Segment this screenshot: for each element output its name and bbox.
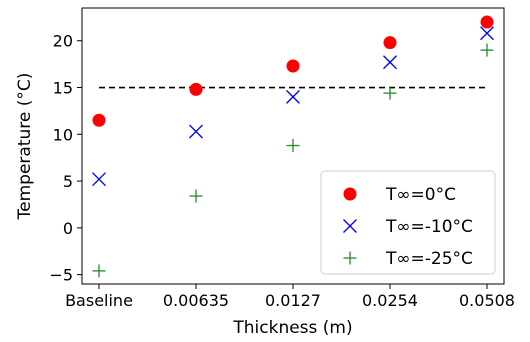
y-tick-label: −5 (49, 266, 73, 285)
y-tick-label: 0 (63, 219, 73, 238)
data-point-series-1 (92, 113, 106, 127)
y-tick-label: 10 (53, 125, 73, 144)
data-point-series-1 (286, 59, 300, 73)
y-tick-label: 5 (63, 172, 73, 191)
x-tick-label: 0.0254 (362, 291, 418, 310)
data-point-series-2 (286, 89, 300, 104)
x-tick-label: 0.0127 (265, 291, 321, 310)
legend-label-2: T∞=-10°C (385, 217, 473, 237)
y-axis-label: Temperature (°C) (15, 73, 35, 221)
data-point-series-1 (480, 15, 494, 29)
x-tick-label: 0.00635 (163, 291, 229, 310)
data-point-series-3 (383, 86, 397, 100)
x-tick-label: Baseline (65, 291, 133, 310)
data-point-series-2 (383, 55, 397, 70)
legend-label-3: T∞=-25°C (385, 249, 473, 269)
y-tick-label: 20 (53, 32, 73, 51)
x-axis-label: Thickness (m) (232, 318, 352, 338)
legend-marker-3 (343, 251, 357, 265)
data-point-series-3 (92, 264, 106, 278)
x-tick-label: 0.0508 (459, 291, 515, 310)
data-point-series-2 (480, 26, 494, 41)
data-point-series-3 (189, 189, 203, 203)
legend-label-1: T∞=0°C (385, 185, 456, 205)
y-tick-label: 15 (53, 79, 73, 98)
data-point-series-3 (286, 139, 300, 153)
data-point-series-1 (383, 36, 397, 50)
legend-marker-2 (343, 219, 357, 233)
data-point-series-3 (480, 43, 494, 57)
data-point-series-2 (189, 124, 203, 139)
legend-box (320, 170, 496, 275)
legend: T∞=0°C T∞=-10°C T∞=-25°C (320, 170, 496, 275)
data-point-series-2 (92, 172, 106, 187)
legend-marker-1 (343, 187, 357, 201)
data-point-series-1 (189, 82, 203, 96)
